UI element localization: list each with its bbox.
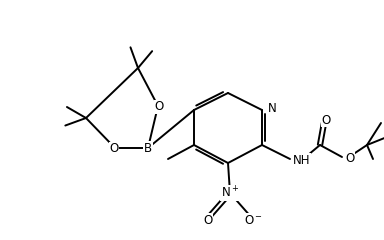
Text: O$^-$: O$^-$ (245, 214, 263, 227)
Text: O: O (154, 101, 164, 114)
Text: O: O (321, 114, 331, 126)
Text: N: N (268, 102, 277, 115)
Text: O: O (204, 214, 213, 227)
Text: O: O (345, 151, 354, 164)
Text: O: O (109, 143, 119, 156)
Text: N$^+$: N$^+$ (221, 185, 239, 201)
Text: NH: NH (293, 154, 311, 167)
Text: B: B (144, 142, 152, 155)
